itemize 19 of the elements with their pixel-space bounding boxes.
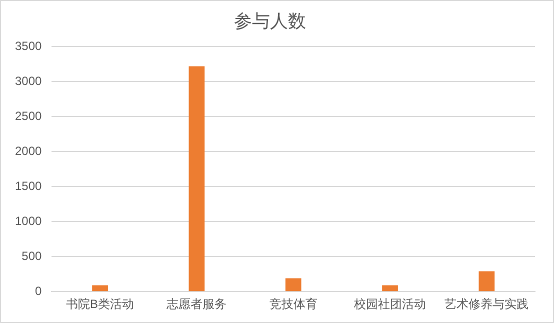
x-tick-label: 艺术修养与实践: [444, 297, 529, 312]
y-tick-label: 3500: [14, 38, 42, 53]
y-tick-label: 3000: [14, 74, 42, 88]
bar: [478, 271, 495, 292]
x-tick-label: 志愿者服务: [166, 297, 227, 312]
y-tick-label: 500: [22, 248, 42, 263]
y-tick-label: 2000: [14, 144, 42, 158]
y-tick-label: 1000: [14, 214, 42, 228]
chart-title: 参与人数: [234, 10, 306, 31]
x-tick-label: 竞技体育: [269, 297, 318, 312]
y-tick-label: 2500: [14, 108, 42, 123]
bar: [285, 278, 302, 292]
y-tick-label: 1500: [14, 178, 42, 193]
bar: [92, 285, 108, 292]
x-tick-label: 校园社团活动: [353, 297, 426, 312]
bar: [188, 66, 205, 292]
bar: [382, 285, 398, 292]
y-tick-label: 0: [35, 284, 42, 298]
x-tick-label: 书院B类活动: [66, 297, 134, 312]
